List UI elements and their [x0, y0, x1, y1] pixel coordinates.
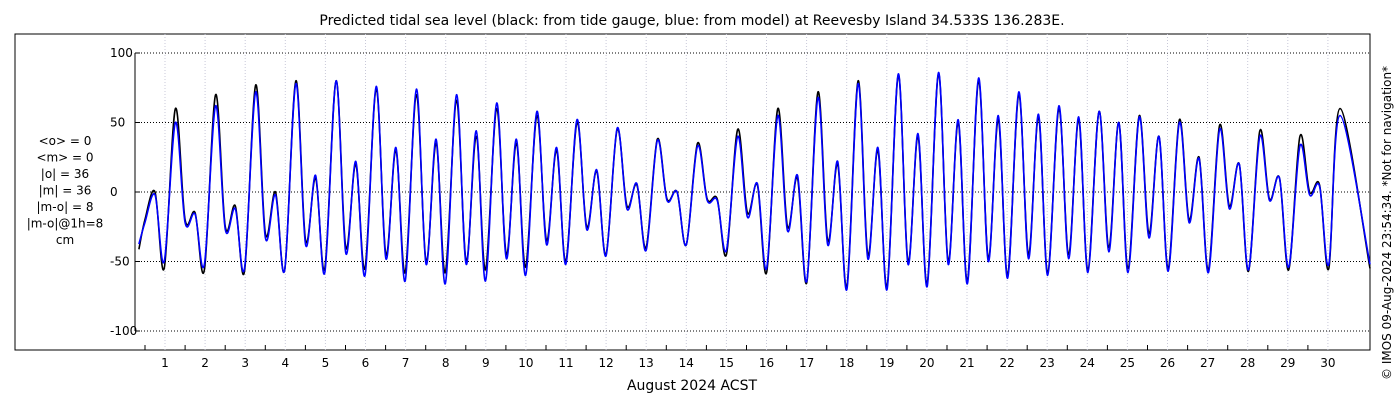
x-tick-label: 3: [241, 356, 249, 370]
x-tick-label: 23: [1040, 356, 1055, 370]
x-tick-label: 26: [1160, 356, 1175, 370]
x-tick-label: 19: [879, 356, 894, 370]
x-axis-label: August 2024 ACST: [627, 378, 758, 394]
x-tick-label: 5: [322, 356, 330, 370]
x-tick-label: 27: [1200, 356, 1215, 370]
stat-line: <m> = 0: [36, 151, 93, 165]
x-tick-label: 21: [959, 356, 974, 370]
x-tick-label: 7: [402, 356, 410, 370]
y-tick-label: 0: [110, 185, 118, 199]
x-tick-label: 22: [999, 356, 1014, 370]
x-tick-label: 10: [518, 356, 533, 370]
grid: [135, 34, 1370, 350]
x-tick-label: 11: [558, 356, 573, 370]
y-tick-label: -50: [110, 255, 130, 269]
x-tick-label: 20: [919, 356, 934, 370]
stat-line: <o> = 0: [39, 134, 92, 148]
stat-line: |o| = 36: [41, 167, 89, 181]
stat-line: |m-o|@1h=8: [27, 217, 104, 231]
x-tick-label: 12: [598, 356, 613, 370]
series-group: [138, 71, 1371, 291]
x-tick-label: 17: [799, 356, 814, 370]
x-tick-label: 1: [161, 356, 169, 370]
x-tick-label: 4: [281, 356, 289, 370]
x-tick-label: 2: [201, 356, 209, 370]
x-tick-label: 16: [759, 356, 774, 370]
x-tick-label: 6: [362, 356, 370, 370]
x-tick-label: 9: [482, 356, 490, 370]
x-tick-label: 29: [1280, 356, 1295, 370]
x-axis: 1 2 3 4 5 6 7 8 9 10 11 12 13 14 15 16 17 18 19 20 21 22 23 24 2…: [144, 345, 1336, 370]
x-tick-label: 15: [719, 356, 734, 370]
x-tick-label: 30: [1320, 356, 1335, 370]
plot-frame: [14, 33, 1371, 351]
y-tick-label: 100: [110, 46, 133, 60]
stat-line: |m-o| = 8: [37, 200, 94, 214]
y-tick-label: 50: [110, 116, 125, 130]
x-tick-label: 28: [1240, 356, 1255, 370]
chart-title: Predicted tidal sea level (black: from t…: [319, 13, 1064, 29]
x-tick-label: 8: [442, 356, 450, 370]
x-tick-label: 18: [839, 356, 854, 370]
stats-block: <o> = 0 <m> = 0 |o| = 36 |m| = 36 |m-o| = 8 |…: [27, 134, 104, 247]
x-tick-label: 24: [1080, 356, 1095, 370]
y-tick-label: -100: [110, 324, 137, 338]
credit-text: © IMOS 09-Aug-2024 23:54:34. *Not for na…: [1380, 66, 1394, 380]
stat-line: cm: [56, 233, 74, 247]
x-tick-label: 14: [679, 356, 694, 370]
x-tick-label: 13: [639, 356, 654, 370]
x-tick-label: 25: [1120, 356, 1135, 370]
y-axis: 100 50 0 -50 -100: [110, 46, 140, 338]
series-model-line: [138, 71, 1371, 291]
stat-line: |m| = 36: [39, 184, 92, 198]
